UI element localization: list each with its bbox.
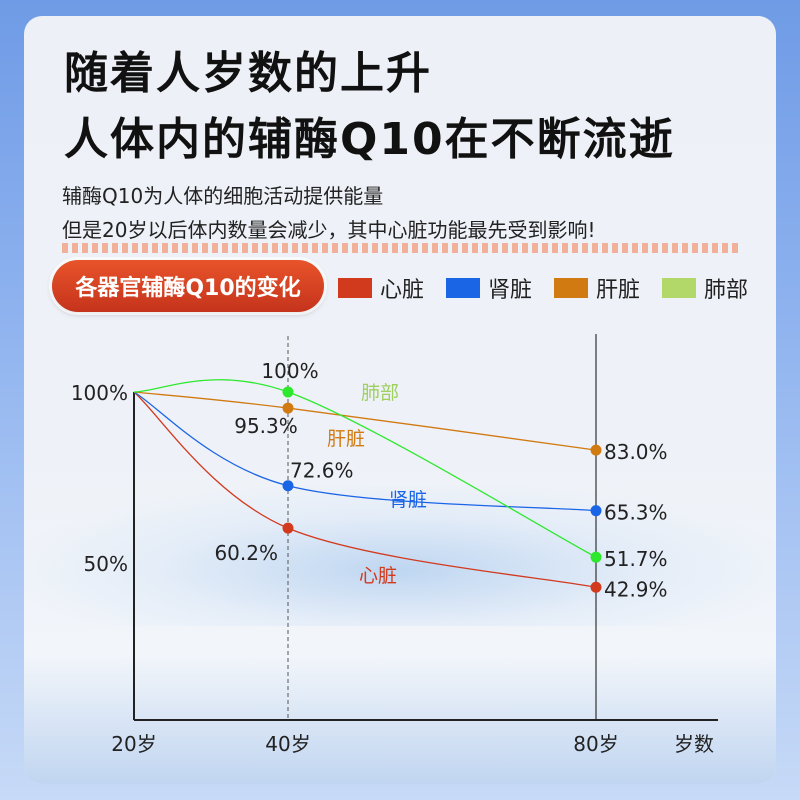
x-tick-label: 40岁 — [265, 732, 310, 756]
legend-swatch-heart — [338, 278, 372, 298]
data-label-liver: 95.3% — [234, 414, 298, 438]
series-line-kidney — [133, 391, 597, 512]
data-label-kidney: 65.3% — [604, 501, 668, 525]
series-line-lung — [133, 379, 597, 558]
legend-swatch-liver — [554, 278, 588, 298]
data-label-liver: 83.0% — [604, 440, 668, 464]
legend-swatch-kidney — [446, 278, 480, 298]
data-point-kidney — [590, 505, 602, 517]
y-tick-label: 100% — [71, 381, 128, 405]
legend-item-kidney: 肾脏 — [446, 272, 554, 304]
background-mist — [24, 486, 776, 626]
data-label-heart: 60.2% — [214, 541, 278, 565]
headline-line-1: 随着人岁数的上升 — [64, 48, 432, 99]
data-point-liver — [282, 402, 294, 414]
legend-swatch-lung — [662, 278, 696, 298]
series-name-lung: 肺部 — [361, 382, 399, 404]
data-label-heart: 42.9% — [604, 577, 668, 601]
series-name-kidney: 肾脏 — [389, 489, 427, 511]
legend: 心脏 肾脏 肝脏 肺部 — [338, 272, 770, 304]
data-point-liver — [590, 444, 602, 456]
legend-label-liver: 肝脏 — [596, 278, 641, 303]
headline-line-2: 人体内的辅酶Q10在不断流逝 — [64, 114, 675, 165]
subtitle-line-1: 辅酶Q10为人体的细胞活动提供能量 — [62, 184, 384, 208]
subtitle-underline — [62, 243, 738, 253]
data-label-lung: 51.7% — [604, 547, 668, 571]
x-tick-label: 20岁 — [111, 732, 156, 756]
chart-title-badge: 各器官辅酶Q10的变化 — [52, 260, 324, 312]
data-point-kidney — [282, 480, 294, 492]
legend-item-heart: 心脏 — [338, 272, 446, 304]
x-axis-label: 岁数 — [674, 732, 714, 756]
legend-label-kidney: 肾脏 — [488, 278, 533, 303]
subtitle-line-2: 但是20岁以后体内数量会减少，其中心脏功能最先受到影响! — [62, 218, 596, 242]
data-point-heart — [590, 581, 602, 593]
series-line-liver — [133, 391, 597, 451]
y-tick-label: 50% — [84, 552, 128, 576]
data-point-heart — [282, 522, 294, 534]
legend-label-heart: 心脏 — [380, 278, 425, 303]
data-label-kidney: 72.6% — [290, 459, 354, 483]
legend-item-liver: 肝脏 — [554, 272, 662, 304]
poster-card: 随着人岁数的上升 人体内的辅酶Q10在不断流逝 辅酶Q10为人体的细胞活动提供能… — [24, 16, 776, 784]
legend-label-lung: 肺部 — [704, 278, 749, 303]
series-line-heart — [133, 391, 597, 588]
data-point-lung — [590, 551, 602, 563]
series-name-liver: 肝脏 — [327, 428, 365, 450]
series-name-heart: 心脏 — [359, 565, 397, 587]
legend-item-lung: 肺部 — [662, 272, 770, 304]
data-label-lung: 100% — [261, 359, 318, 383]
x-tick-label: 80岁 — [573, 732, 618, 756]
data-point-lung — [282, 386, 294, 398]
